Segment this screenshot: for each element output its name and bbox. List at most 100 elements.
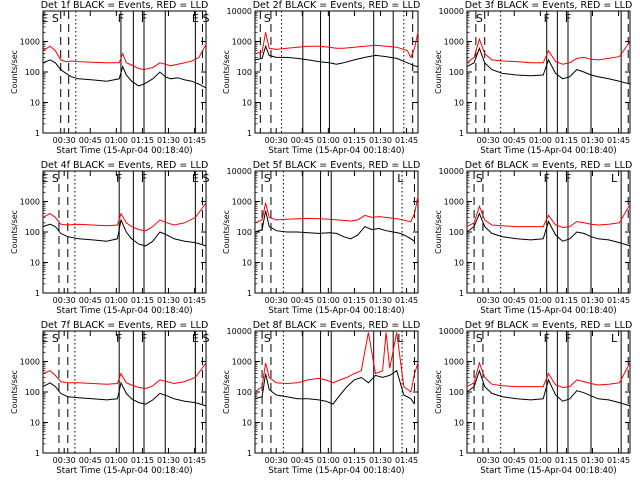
x-tick-label: 01:15 [555, 136, 578, 145]
x-tick-label: 01:00 [105, 456, 128, 465]
marker-label: E [41, 332, 48, 345]
x-tick-label: 01:30 [157, 456, 180, 465]
series-lld-line [42, 202, 207, 232]
marker-label: F [118, 12, 124, 25]
marker-label: S [203, 172, 210, 185]
x-tick-label: 01:15 [131, 136, 154, 145]
marker-label: L [397, 172, 404, 185]
y-tick-label: 1000 [444, 198, 464, 207]
x-tick-label: 01:15 [343, 296, 366, 305]
panel-title: Det 5f BLACK = Events, RED = LLD [253, 160, 421, 171]
series-lld-line [254, 332, 419, 393]
y-tick-label: 10000 [227, 327, 252, 336]
series-lld-line [254, 32, 419, 59]
x-tick-label: 01:45 [607, 456, 630, 465]
y-tick-label: 10000 [227, 167, 252, 176]
x-tick-label: 00:45 [291, 456, 314, 465]
x-tick-label: 00:30 [265, 296, 288, 305]
x-tick-label: 01:00 [317, 136, 340, 145]
marker-label: F [544, 332, 550, 345]
series-events-line [466, 212, 631, 247]
x-tick-label: 01:15 [131, 296, 154, 305]
series-events-line [254, 44, 419, 68]
y-tick-label: 10 [242, 259, 252, 268]
panel-title: Det 4f BLACK = Events, RED = LLD [41, 160, 209, 171]
y-tick-label: 1000 [20, 38, 40, 47]
y-tick-label: 100 [237, 388, 252, 397]
x-axis-label: Start Time (15-Apr-04 00:18:40) [480, 306, 616, 316]
series-events-line [254, 210, 415, 242]
series-lld-line [466, 37, 631, 65]
x-tick-label: 01:00 [105, 296, 128, 305]
marker-label: F [116, 172, 122, 185]
x-tick-label: 00:45 [291, 296, 314, 305]
plot-frame [466, 170, 631, 294]
panel-det-2: Det 2f BLACK = Events, RED = LLD 1 10 100 10… [222, 0, 420, 156]
x-tick-label: 01:30 [157, 296, 180, 305]
marker-label: F [565, 12, 571, 25]
series-events-line [466, 46, 631, 85]
x-tick-label: 00:45 [503, 456, 526, 465]
x-tick-label: 01:30 [369, 136, 392, 145]
x-tick-label: 01:30 [581, 296, 604, 305]
panel-det-3: Det 3f BLACK = Events, RED = LLD 1 10 100 10… [434, 0, 632, 156]
y-tick-label: 10 [454, 99, 464, 108]
x-tick-label: 01:00 [529, 456, 552, 465]
x-tick-label: 01:30 [369, 296, 392, 305]
marker-label: E [41, 172, 48, 185]
x-tick-label: 00:30 [53, 136, 76, 145]
x-tick-label: 01:45 [607, 136, 630, 145]
y-tick-label: 1000 [232, 358, 252, 367]
x-tick-label: 01:45 [395, 456, 418, 465]
y-tick-label: 10000 [439, 167, 464, 176]
y-tick-label: 100 [25, 68, 40, 77]
x-tick-label: 01:15 [555, 296, 578, 305]
plot-frame [466, 330, 631, 454]
x-tick-label: 01:00 [317, 456, 340, 465]
x-tick-label: 01:45 [183, 456, 206, 465]
y-tick-label: 100 [25, 228, 40, 237]
x-tick-label: 00:30 [477, 456, 500, 465]
series-lld-line [42, 44, 207, 71]
marker-label: S [52, 332, 59, 345]
y-tick-label: 100 [25, 388, 40, 397]
panel-title: Det 1f BLACK = Events, RED = LLD [41, 0, 209, 11]
x-tick-label: 00:45 [291, 136, 314, 145]
y-tick-label: 10000 [439, 7, 464, 16]
y-axis-label: Counts/sec [434, 210, 443, 254]
x-tick-label: 01:00 [529, 296, 552, 305]
marker-label: S [476, 332, 483, 345]
y-tick-label: 1 [35, 129, 40, 138]
x-axis-label: Start Time (15-Apr-04 00:18:40) [268, 466, 404, 476]
marker-label: E [192, 12, 199, 25]
panel-det-6: Det 6f BLACK = Events, RED = LLD 1 10 100 10… [434, 160, 632, 316]
series-lld-line [466, 204, 631, 229]
marker-label: F [116, 332, 122, 345]
y-tick-label: 10000 [227, 7, 252, 16]
x-axis-label: Start Time (15-Apr-04 00:18:40) [56, 466, 192, 476]
marker-label: L [397, 332, 404, 345]
x-tick-label: 00:30 [53, 296, 76, 305]
y-tick-label: 1 [459, 129, 464, 138]
marker-label: L [611, 332, 618, 345]
x-tick-label: 01:00 [529, 136, 552, 145]
x-axis-label: Start Time (15-Apr-04 00:18:40) [56, 306, 192, 316]
x-tick-label: 00:45 [503, 296, 526, 305]
series-lld-line [42, 362, 207, 390]
x-tick-label: 00:45 [79, 296, 102, 305]
x-tick-label: 01:45 [395, 296, 418, 305]
panel-det-5: Det 5f BLACK = Events, RED = LLD 1 10 100 10… [222, 160, 420, 316]
y-tick-label: 10 [30, 419, 40, 428]
x-tick-label: 01:45 [607, 296, 630, 305]
x-tick-label: 01:45 [395, 136, 418, 145]
x-axis-label: Start Time (15-Apr-04 00:18:40) [268, 146, 404, 156]
x-tick-label: 01:30 [157, 136, 180, 145]
y-axis-label: Counts/sec [10, 210, 19, 254]
y-tick-label: 10 [454, 419, 464, 428]
x-tick-label: 01:00 [105, 136, 128, 145]
series-events-line [466, 369, 631, 407]
series-lld-line [466, 361, 631, 389]
panel-title: Det 8f BLACK = Events, RED = LLD [253, 320, 421, 331]
y-tick-label: 10 [454, 259, 464, 268]
y-tick-label: 10 [242, 419, 252, 428]
